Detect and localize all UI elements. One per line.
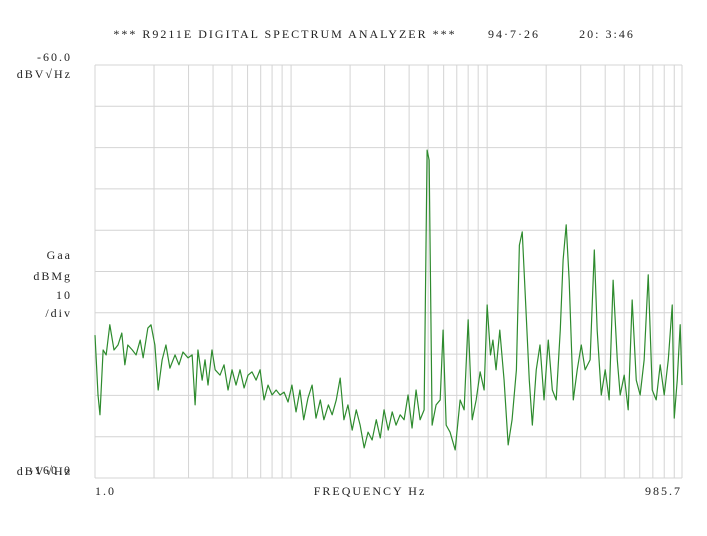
scale-label: dBMg <box>33 269 72 283</box>
spectrum-line <box>94 149 683 451</box>
scale-label: 10 <box>56 288 72 302</box>
time: 20: 3:46 <box>579 27 635 41</box>
x-tick-label: 1.0 <box>95 484 116 498</box>
scale-label: Gaa <box>47 248 72 262</box>
y-tick-label: -60.0 <box>37 50 72 64</box>
scale-label: /div <box>45 306 72 320</box>
date: 94·7·26 <box>488 27 540 41</box>
x-tick-label: 985.7 <box>645 484 682 498</box>
x-axis-label: FREQUENCY Hz <box>314 484 427 498</box>
y-unit: dBV√Hz <box>17 464 72 478</box>
y-tick-label: -160.0 <box>29 463 72 477</box>
y-unit: dBV√Hz <box>17 67 72 81</box>
chart-title: *** R9211E DIGITAL SPECTRUM ANALYZER *** <box>113 27 456 41</box>
